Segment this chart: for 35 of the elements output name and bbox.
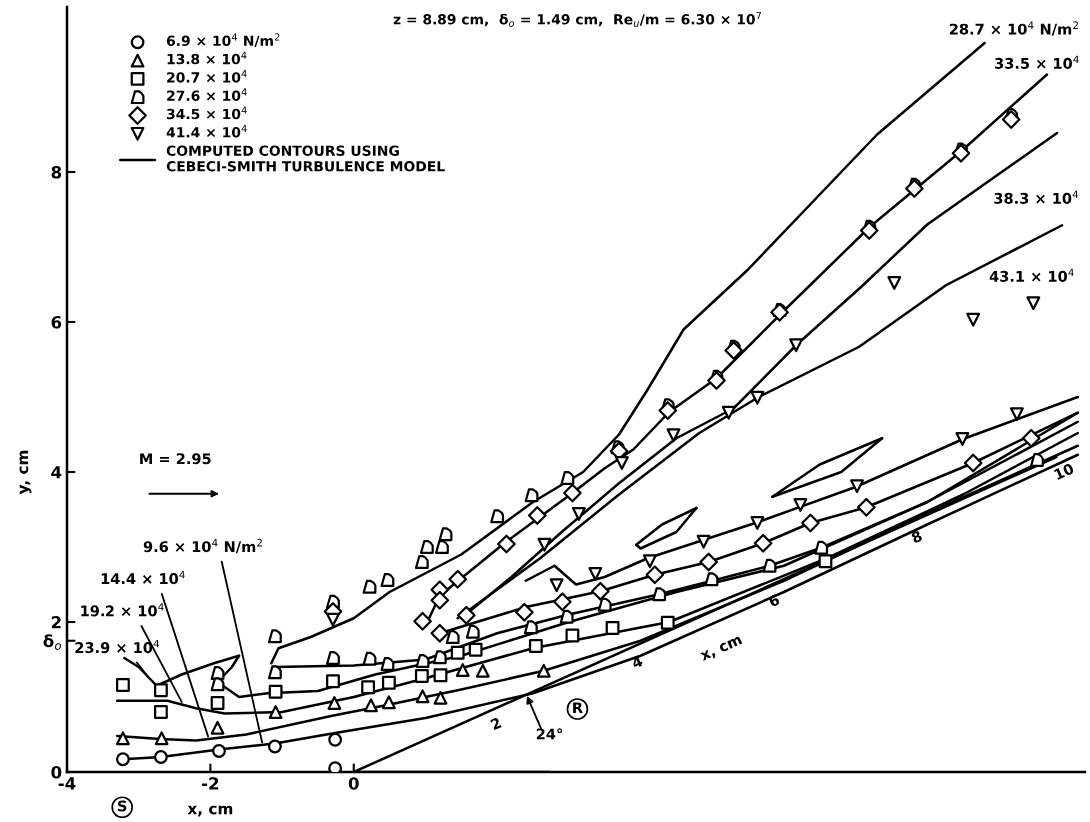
annotation: 28.7 × 10$^{4}$ N/m$^{2}$ (949, 21, 1078, 36)
y-tick-label: 4 (51, 466, 62, 479)
legend-label: 20.7 × 10$^{4}$ (167, 70, 247, 83)
y-axis-title: y, cm (19, 450, 32, 495)
x-tick-label: 0 (348, 777, 359, 790)
x-tick-label: -2 (202, 777, 219, 790)
y-tick-label: 2 (51, 615, 61, 629)
annotation: 38.3 × 10$^{4}$ (994, 190, 1079, 204)
annotation: 9.6 × 10$^{4}$ N/m$^{2}$ (143, 538, 262, 554)
annotation: 43.1 × 10$^{4}$ (989, 268, 1074, 282)
annotation: 24° (536, 728, 562, 740)
y-tick-label: 8 (51, 165, 62, 179)
legend-label: 41.4 × 10$^{4}$ (166, 124, 247, 138)
annotation: 23.9 × 10$^{4}$ (75, 639, 160, 654)
annotation: 10 (1053, 462, 1075, 481)
legend-label: 6.9 × 10$^{4}$ N/m$^{2}$ (166, 33, 280, 48)
x-tick-label: -4 (58, 777, 76, 790)
legend-label: 13.8 × 10$^{4}$ (167, 51, 247, 65)
annotation: x, cm (700, 636, 743, 663)
annotation: 8 (910, 530, 923, 544)
y-tick-label: 0 (51, 765, 62, 779)
annotation: 33.5 × 10$^{4}$ (995, 55, 1079, 69)
annotation: 19.2 × 10$^{4}$ (81, 603, 164, 617)
legend-label: 27.6 × 10$^{4}$ (167, 88, 247, 101)
legend-label: COMPUTED CONTOURS USING CEBECI-SMITH TURBULENCE MODEL (166, 145, 445, 172)
annotation: 2 (490, 716, 502, 731)
chart-title: z = 8.89 cm, δ$_{o}$ = 1.49 cm, Re$_{u}$/m = 6.30 × 10$^{7}$ (393, 11, 762, 27)
text: S (118, 800, 127, 812)
x-axis-title: x, cm (187, 805, 233, 817)
annotation: 14.4 × 10$^{4}$ (101, 570, 185, 585)
legend-label: 34.5 × 10$^{4}$ (166, 106, 247, 120)
annotation: R (573, 702, 583, 714)
y-tick-label: 6 (51, 315, 62, 329)
y-tick-label: δ$_{o}$ (43, 634, 62, 650)
annotation: M = 2.95 (140, 453, 211, 465)
